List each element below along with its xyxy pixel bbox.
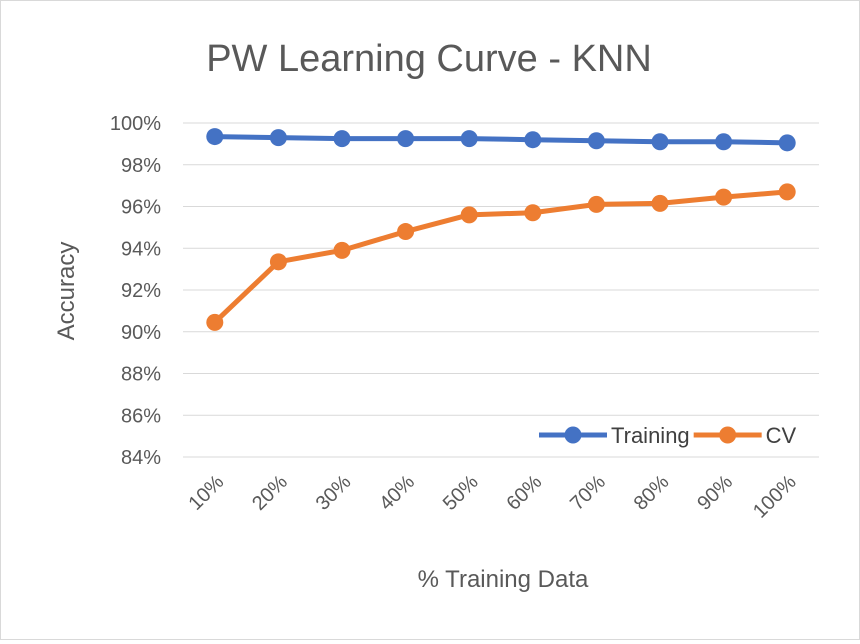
- data-point: [397, 130, 415, 148]
- x-axis-title: % Training Data: [418, 566, 589, 593]
- x-tick-label: 60%: [502, 471, 546, 515]
- data-point: [715, 133, 733, 151]
- data-point: [651, 133, 669, 151]
- data-point: [715, 188, 733, 206]
- series-cv: [206, 183, 796, 331]
- x-tick-label: 30%: [312, 471, 356, 515]
- y-axis-ticks: 84% 86% 88% 90% 92% 94% 96% 98% 100%: [110, 113, 161, 469]
- data-point: [778, 183, 796, 201]
- data-point: [587, 132, 605, 150]
- data-point: [333, 241, 351, 259]
- x-tick-label: 80%: [630, 471, 674, 515]
- x-tick-label: 90%: [693, 471, 737, 515]
- x-tick-label: 70%: [566, 471, 610, 515]
- legend-item: Training: [539, 423, 690, 448]
- data-point: [587, 195, 605, 213]
- x-axis-ticks: 10% 20% 30% 40% 50% 60% 70% 80% 90% 100%: [184, 471, 800, 523]
- data-point: [460, 206, 478, 224]
- x-tick-label: 100%: [749, 471, 801, 523]
- legend-label: Training: [611, 423, 690, 448]
- legend-marker: [719, 426, 737, 444]
- data-point: [269, 253, 287, 271]
- data-point: [524, 204, 542, 222]
- data-point: [460, 130, 478, 148]
- data-point: [778, 134, 796, 152]
- y-tick-label: 98%: [121, 155, 161, 177]
- data-point: [269, 129, 287, 147]
- data-point: [206, 313, 224, 331]
- y-tick-label: 86%: [121, 405, 161, 427]
- y-tick-label: 100%: [110, 113, 161, 135]
- data-point: [651, 194, 669, 212]
- y-tick-label: 90%: [121, 322, 161, 344]
- legend-marker: [564, 426, 582, 444]
- y-tick-label: 96%: [121, 197, 161, 219]
- legend-label: CV: [766, 423, 797, 448]
- y-tick-label: 94%: [121, 238, 161, 260]
- series-line: [212, 189, 790, 325]
- data-point: [397, 223, 415, 241]
- data-point: [524, 131, 542, 149]
- y-tick-label: 92%: [121, 280, 161, 302]
- series-training: [206, 128, 796, 152]
- x-tick-label: 10%: [184, 471, 228, 515]
- x-tick-label: 40%: [375, 471, 419, 515]
- x-tick-label: 50%: [439, 471, 483, 515]
- x-tick-label: 20%: [248, 471, 292, 515]
- y-tick-label: 84%: [121, 447, 161, 469]
- y-axis-title: Accuracy: [53, 242, 80, 341]
- data-point: [206, 128, 224, 146]
- data-point: [333, 130, 351, 148]
- legend: Training CV: [539, 423, 797, 448]
- series-line: [212, 134, 790, 146]
- chart-title: PW Learning Curve - KNN: [206, 38, 652, 80]
- gridlines: [183, 122, 819, 458]
- legend-item: CV: [693, 423, 797, 448]
- series-lines: [206, 128, 796, 331]
- y-tick-label: 88%: [121, 364, 161, 386]
